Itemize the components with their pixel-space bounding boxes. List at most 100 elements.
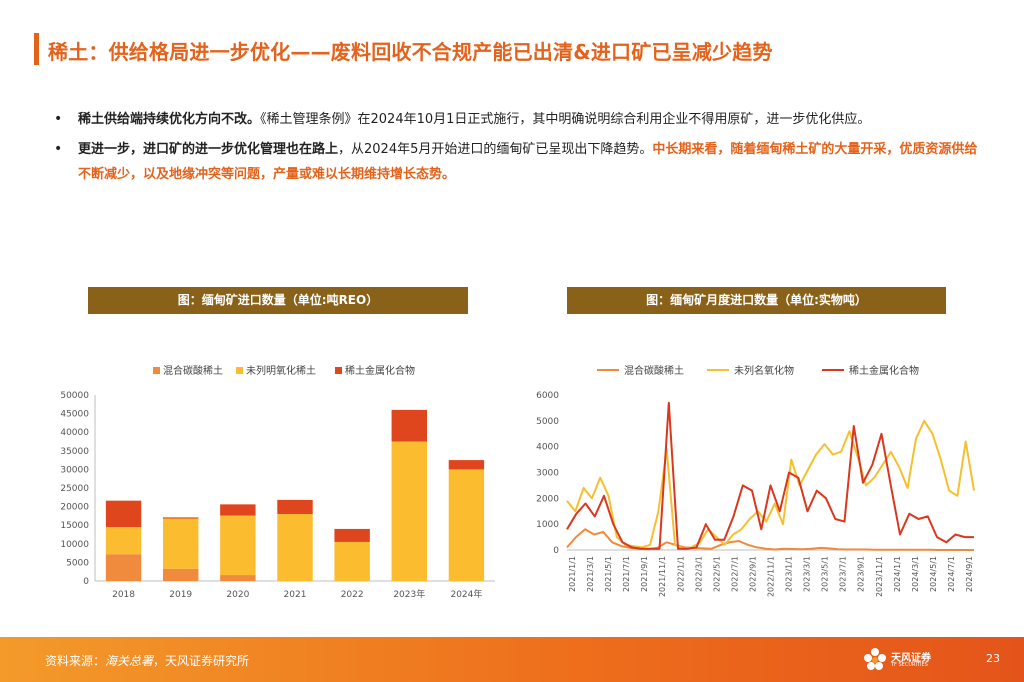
chart2-x-tick-label: 2021/3/1 [586,556,595,592]
bullet-2-bold: 更进一步，进口矿的进一步优化管理也在路上 [78,142,339,157]
chart2-x-tick-label: 2022/11/1 [767,556,776,597]
chart1-legend-label: 稀土金属化合物 [345,364,415,377]
chart1-x-tick-label: 2022 [341,590,364,600]
chart1-bar-segment [220,515,256,576]
chart2-y-tick-label: 4000 [536,443,559,453]
chart2-x-tick-label: 2022/5/1 [712,556,721,592]
chart1-svg: 0 5000 10000 15000 20000 25000 30000 35000 40000… [60,364,495,600]
chart1-x-tick-label: 2020 [226,590,249,600]
source-suffix: ，天风证券研究所 [153,654,250,668]
chart2-y-tick-label: 0 [553,546,559,556]
chart2-x-tick-label: 2021/9/1 [640,556,649,592]
chart2-y-tick-label: 3000 [536,469,559,479]
source-prefix: 资料来源： [45,654,106,668]
flower-logo-icon [864,648,886,670]
chart1-x-tick-label: 2024年 [450,588,482,600]
company-logo: 天风证券 TF SECURITIES [862,646,942,674]
chart2-x-tick-label: 2023/5/1 [821,556,830,592]
chart2-legend-label: 稀土金属化合物 [849,364,919,377]
chart1-y-tick-label: 50000 [60,391,89,401]
chart2-y-tick-label: 6000 [536,391,559,401]
page-title: 稀土：供给格局进一步优化——废料回收不合规产能已出清&进口矿已呈减少趋势 [48,40,773,64]
bullet-dot-icon: • [54,111,63,127]
chart1-header: 图：缅甸矿进口数量（单位:吨REO） [88,287,468,314]
chart1-legend-label: 混合碳酸稀土 [163,364,223,377]
chart1-bar-segment [105,500,142,528]
chart2-series-line [566,401,974,550]
chart2-container: 0 1000 2000 3000 4000 5000 6000 2021/1/1 2021/3/… [522,355,992,615]
chart1-container: 0 5000 10000 15000 20000 25000 30000 35000 40000… [40,355,510,615]
chart2-y-tick-label: 1000 [536,520,559,530]
chart1-bar-segment [220,504,256,516]
source-italic: 海关总署 [105,654,154,668]
chart1-legend-swatch [153,367,160,374]
chart1-x-tick-label: 2018 [112,590,135,600]
bullet-item-1: • 稀土供给端持续优化方向不改。《稀土管理条例》在2024年10月1日正式施行，… [54,107,984,132]
bullet-1-text: 《稀土管理条例》在2024年10月1日正式施行，其中明确说明综合利用企业不得用原… [260,112,871,127]
chart1-bar-segment [163,518,199,569]
chart1-legend-label: 未列明氧化稀土 [246,364,316,377]
chart1-legend-swatch [335,367,342,374]
chart1-y-tick-label: 0 [83,577,89,587]
chart1-bar-segment [163,568,199,581]
chart2-series-line [566,419,975,550]
chart1-x-tick-label: 2023年 [393,588,425,600]
chart2-x-tick-label: 2023/7/1 [839,556,848,592]
chart2-x-tick-label: 2024/3/1 [911,556,920,592]
chart1-x-tick-label: 2019 [169,590,192,600]
logo-text: 天风证券 [891,653,931,664]
chart1-bar-segment [448,460,485,470]
source-note: 资料来源：海关总署，天风证券研究所 [45,652,249,669]
chart2-x-tick-label: 2022/1/1 [676,556,685,592]
chart1-y-tick-label: 30000 [60,465,89,475]
chart1-bar-segment [277,514,313,581]
footer-bar: 资料来源：海关总署，天风证券研究所 天风证券 TF SECURITIES 23 [0,637,1024,682]
chart2-y-tick-label: 2000 [536,494,559,504]
chart1-y-tick-label: 25000 [60,484,89,494]
chart2-x-tick-label: 2023/9/1 [857,556,866,592]
bullet-2-text: ，从2024年5月开始进口的缅甸矿已呈现出下降趋势。 [338,142,653,157]
chart2-legend-label: 混合碳酸稀土 [624,364,684,377]
chart2-x-tick-label: 2021/5/1 [604,556,613,592]
chart1-bar-segment [220,575,256,581]
chart2-legend-label: 未列名氧化物 [734,364,794,377]
bullet-item-2: • 更进一步，进口矿的进一步优化管理也在路上，从2024年5月开始进口的缅甸矿已… [54,137,984,187]
chart2-x-tick-label: 2024/7/1 [947,556,956,592]
chart2-x-tick-label: 2024/1/1 [893,556,902,592]
title-accent-bar [34,33,39,65]
chart1-bar-segment [391,441,427,581]
chart1-y-tick-label: 45000 [60,410,89,420]
chart2-header: 图：缅甸矿月度进口数量（单位:实物吨） [567,287,946,314]
chart2-x-tick-label: 2021/11/1 [658,556,667,597]
chart1-y-tick-label: 5000 [66,558,89,568]
chart2-x-tick-label: 2022/3/1 [694,556,703,592]
bullet-list: • 稀土供给端持续优化方向不改。《稀土管理条例》在2024年10月1日正式施行，… [54,107,984,192]
chart2-series-line [566,528,974,551]
page-number: 23 [986,652,1000,665]
chart1-y-tick-label: 35000 [60,447,89,457]
chart1-y-tick-label: 40000 [60,428,89,438]
chart2-x-tick-label: 2022/9/1 [748,556,757,592]
bullet-1-bold: 稀土供给端持续优化方向不改。 [78,112,261,127]
chart1-bar-segment [334,541,370,581]
chart1-x-tick-label: 2021 [284,590,307,600]
bullet-2-highlight: 中长期来看，随着缅甸稀土矿的大量开采，优质资源供给不断减少，以及地缘冲突等问题，… [78,142,978,182]
chart2-x-tick-label: 2023/3/1 [803,556,812,592]
chart2-x-tick-label: 2023/1/1 [785,556,794,592]
chart2-x-tick-label: 2021/1/1 [568,556,577,592]
chart2-y-tick-label: 5000 [536,417,559,427]
chart1-bar-segment [105,554,142,581]
chart2-x-tick-label: 2022/7/1 [730,556,739,592]
chart2-x-tick-label: 2023/11/1 [875,556,884,597]
chart1-y-tick-label: 10000 [60,540,89,550]
chart1-bar-segment [334,528,370,542]
chart2-x-tick-label: 2024/9/1 [965,556,974,592]
chart1-y-tick-label: 15000 [60,521,89,531]
chart2-svg: 0 1000 2000 3000 4000 5000 6000 2021/1/1 2021/3/… [536,364,975,597]
chart2-x-tick-label: 2021/7/1 [622,556,631,592]
chart1-bar-segment [448,469,485,581]
chart1-legend-swatch [236,367,243,374]
bullet-dot-icon: • [54,141,63,157]
chart1-y-tick-label: 20000 [60,503,89,513]
chart1-bar-segment [277,499,313,515]
